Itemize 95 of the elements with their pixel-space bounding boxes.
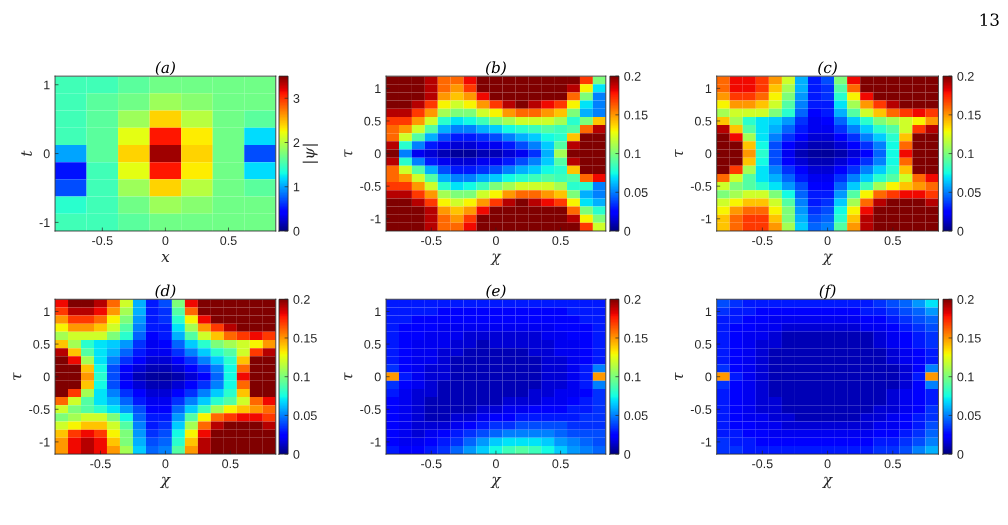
chart-title: (d) <box>155 284 176 299</box>
y-tick-label: -1 <box>701 214 712 224</box>
color-bar-label: 0 <box>957 226 964 236</box>
x-tick-label: 0 <box>162 236 169 246</box>
y-tick-label: -1 <box>39 437 50 447</box>
y-tick-label: 1 <box>44 80 50 90</box>
y-tick-label: 1 <box>375 84 381 93</box>
x-axis-title: x <box>161 253 170 262</box>
x-tick-label: -0.5 <box>421 459 442 469</box>
y-tick-label: 0 <box>374 372 381 382</box>
color-bar-label: 0.2 <box>957 295 974 304</box>
color-bar-label: 0.1 <box>957 149 974 159</box>
y-tick-label: 0 <box>374 149 381 159</box>
color-bar-label: 0.05 <box>624 411 648 421</box>
color-bar-label: 0.05 <box>293 411 317 421</box>
color-bar-label: 0.05 <box>624 188 648 197</box>
y-tick-label: -0.5 <box>360 405 381 414</box>
color-bar-label: 0.2 <box>293 295 310 304</box>
y-tick-label: 0 <box>705 149 712 159</box>
y-tick-label: 0.5 <box>33 339 50 349</box>
x-axis-title: χ <box>822 253 833 266</box>
y-axis-title: τ <box>675 372 684 380</box>
y-tick-label: 0 <box>43 372 50 382</box>
color-bar-label: 0.15 <box>957 110 981 120</box>
y-tick-label: -0.5 <box>690 181 712 191</box>
x-tick-label: 0 <box>824 236 831 246</box>
color-bar-label: 0.05 <box>957 188 981 197</box>
y-tick-label: -0.5 <box>29 405 50 414</box>
y-tick-label: -0.5 <box>360 181 381 191</box>
x-tick-label: 0.5 <box>884 459 901 469</box>
chart-title: (e) <box>486 284 506 299</box>
color-bar-label: 0.15 <box>293 333 317 343</box>
color-bar-label: 0.15 <box>957 333 981 343</box>
color-bar-label: 1 <box>293 182 300 192</box>
x-tick-label: 0 <box>162 459 169 469</box>
y-tick-label: 1 <box>375 307 381 317</box>
y-axis-title: τ <box>344 372 353 380</box>
x-axis-title: χ <box>159 476 171 489</box>
color-bar-label: 0.2 <box>957 71 974 81</box>
y-tick-label: -0.5 <box>690 405 712 414</box>
x-tick-label: 0 <box>492 459 499 469</box>
y-tick-label: 0.5 <box>364 116 381 126</box>
color-bar-label: 0.1 <box>957 372 974 382</box>
y-tick-label: 0.5 <box>694 339 712 349</box>
color-bar-label: 0 <box>624 226 631 236</box>
color-bar-label: 0.15 <box>624 333 648 343</box>
x-tick-label: 0.5 <box>222 459 239 469</box>
color-bar-label: 0.2 <box>624 295 641 304</box>
x-axis-title: χ <box>490 253 502 266</box>
y-axis-title: τ <box>13 372 22 380</box>
color-bar-label: 0 <box>293 226 300 236</box>
y-tick-label: 0 <box>705 372 712 382</box>
color-bar-label: 0 <box>624 449 631 459</box>
x-tick-label: 0 <box>492 236 499 246</box>
x-tick-label: 0 <box>824 459 831 469</box>
y-axis-title: τ <box>344 149 353 157</box>
x-axis-title: χ <box>490 476 502 489</box>
color-bar-label: 0.15 <box>624 110 648 120</box>
x-tick-label: 0.5 <box>220 236 237 246</box>
y-tick-label: 0.5 <box>364 339 381 349</box>
color-bar-label: 3 <box>293 94 300 103</box>
color-bar-title: |ψ| <box>302 144 318 163</box>
y-tick-label: 0.5 <box>694 116 712 126</box>
y-tick-label: 1 <box>705 84 712 93</box>
y-tick-label: 1 <box>44 307 50 317</box>
y-tick-label: -1 <box>370 214 381 224</box>
color-bar-label: 0 <box>293 449 300 459</box>
color-bar-label: 0 <box>957 449 964 459</box>
y-tick-label: -1 <box>39 218 50 227</box>
text: 13 <box>980 13 999 27</box>
y-axis-title: τ <box>675 149 684 157</box>
x-tick-label: -0.5 <box>421 236 442 246</box>
color-bar-label: 0.05 <box>957 411 981 421</box>
x-axis-title: χ <box>822 476 833 489</box>
x-tick-label: -0.5 <box>90 459 111 469</box>
x-tick-label: 0.5 <box>552 459 569 469</box>
y-tick-label: 1 <box>705 307 712 317</box>
x-tick-label: -0.5 <box>752 236 773 246</box>
x-tick-label: 0.5 <box>884 236 901 246</box>
x-tick-label: -0.5 <box>92 236 113 246</box>
y-axis-title: t <box>21 150 32 156</box>
color-bar-label: 0.1 <box>293 372 310 382</box>
chart-title: (c) <box>818 61 837 76</box>
y-tick-label: -1 <box>701 437 712 447</box>
chart-title: (f) <box>819 284 836 300</box>
chart-title: (b) <box>486 61 506 76</box>
x-tick-label: -0.5 <box>752 459 773 469</box>
y-tick-label: -1 <box>370 437 381 447</box>
y-tick-label: 0 <box>43 149 50 159</box>
chart-title: (a) <box>155 61 175 76</box>
color-bar-label: 0.1 <box>624 372 641 382</box>
x-tick-label: 0.5 <box>552 236 569 246</box>
color-bar-label: 0.1 <box>624 149 641 159</box>
color-bar-label: 0.2 <box>624 71 641 81</box>
color-bar-label: 2 <box>293 138 300 148</box>
